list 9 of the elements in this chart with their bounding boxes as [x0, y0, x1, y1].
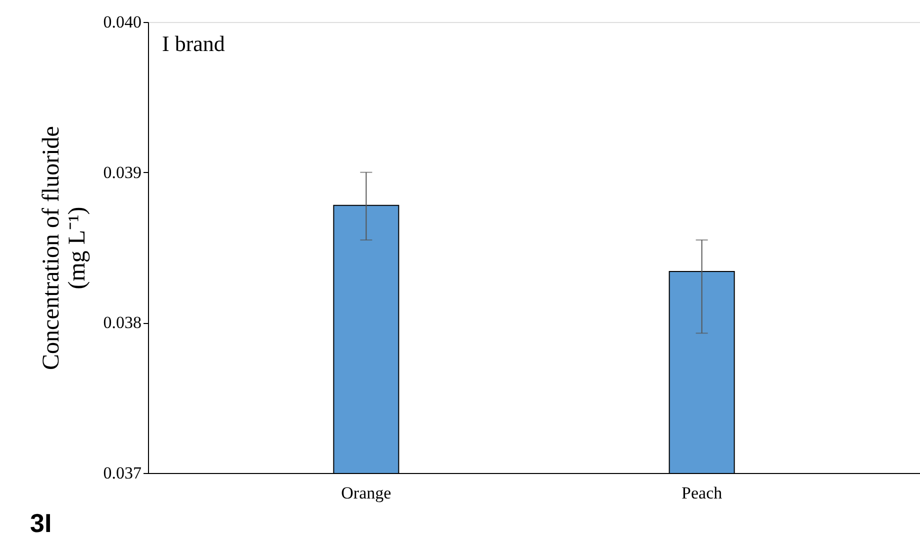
y-axis-title: Concentration of fluoride (mg L⁻¹) [38, 126, 90, 370]
annotation: I brand [162, 31, 225, 56]
y-tick-label: 0.040 [103, 12, 142, 32]
x-tick-label: Orange [341, 484, 392, 502]
y-tick-label: 0.037 [103, 464, 142, 482]
text: 3I [30, 508, 52, 533]
y-tick-label: 0.039 [103, 162, 142, 182]
y-tick-label: 0.038 [103, 313, 142, 332]
x-tick-label: Peach [682, 484, 723, 502]
